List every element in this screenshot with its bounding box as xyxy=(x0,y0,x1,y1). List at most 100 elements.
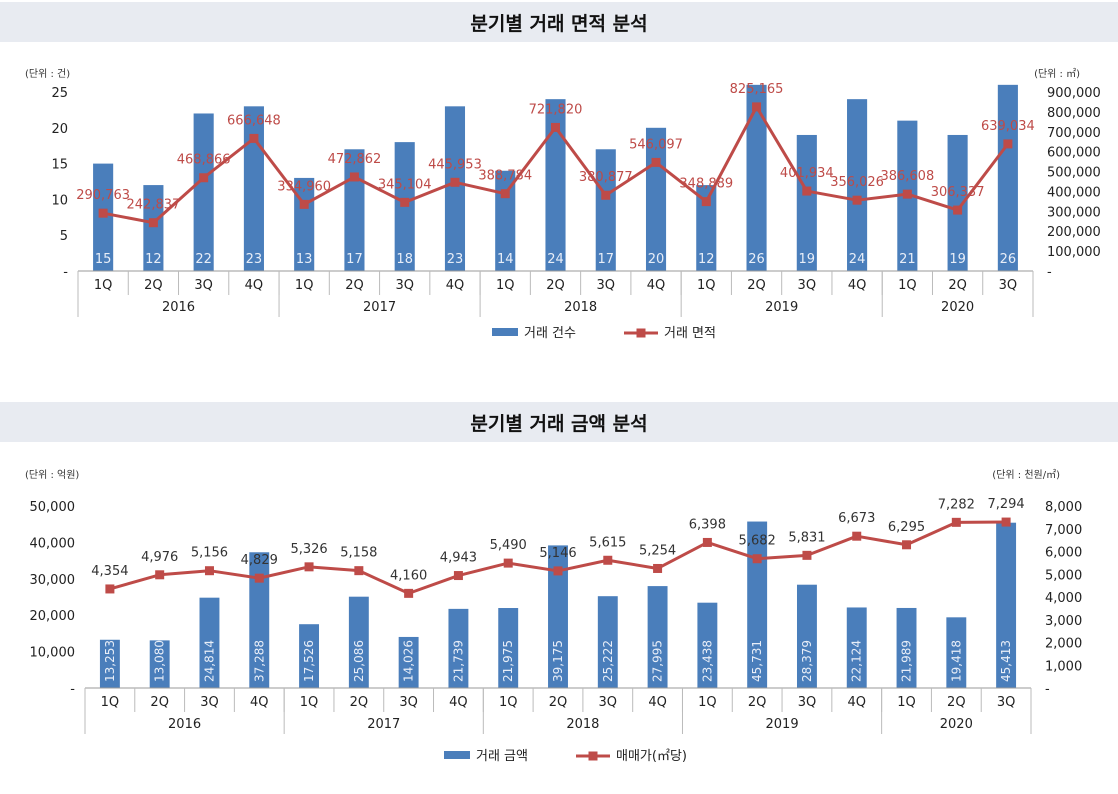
chart1-left-tick-label: - xyxy=(63,265,68,280)
chart1-bar-value-label: 24 xyxy=(547,252,564,267)
chart2-left-tick-label: 30,000 xyxy=(30,573,76,588)
chart1-bar-value-label: 12 xyxy=(698,252,715,267)
chart1-left-tick-label: 25 xyxy=(51,86,68,101)
chart1-line-value-label: 639,034 xyxy=(981,119,1035,134)
chart2-line-value-label: 4,976 xyxy=(141,550,178,565)
chart2-bar xyxy=(348,596,369,688)
chart2-bar xyxy=(597,596,618,688)
chart2-bar-value-label: 14,026 xyxy=(402,640,416,682)
chart2-line-value-label: 5,254 xyxy=(639,543,676,558)
chart2-line-value-label: 5,156 xyxy=(191,546,228,561)
chart2-quarter-tick-label: 4Q xyxy=(648,695,667,710)
chart1-line-marker xyxy=(249,133,259,143)
chart1-line-marker xyxy=(148,218,158,228)
chart2-quarter-tick-label: 4Q xyxy=(250,695,269,710)
chart1-legend-bar-swatch xyxy=(492,328,518,336)
chart2-year-label: 2018 xyxy=(566,717,599,732)
chart1-line-marker xyxy=(551,122,560,132)
chart2-year-label: 2017 xyxy=(367,717,400,732)
chart2-right-tick-label: 4,000 xyxy=(1045,591,1082,606)
chart2-bar xyxy=(946,617,967,688)
chart1-line-value-label: 334,960 xyxy=(277,179,331,194)
chart1-line-marker xyxy=(400,197,410,207)
chart1-right-tick-label: 400,000 xyxy=(1047,185,1101,200)
chart2-bar xyxy=(846,607,867,688)
chart1-right-unit-label: (단위 : ㎡) xyxy=(1034,67,1080,80)
chart2-line-value-label: 6,295 xyxy=(888,520,925,535)
chart1-right-tick-label: 900,000 xyxy=(1047,86,1101,101)
chart1-bar xyxy=(645,127,667,271)
chart2-bar-value-label: 23,438 xyxy=(700,640,714,682)
chart1-left-tick-label: 15 xyxy=(51,158,68,173)
chart2-bar xyxy=(498,608,519,688)
chart2-bar-value-label: 13,253 xyxy=(103,640,117,682)
chart1-quarter-tick-label: 1Q xyxy=(697,278,716,293)
chart2-bar xyxy=(896,607,917,688)
chart1-bar xyxy=(545,99,566,271)
chart1-quarter-tick-label: 3Q xyxy=(798,278,817,293)
chart2-quarter-tick-label: 1Q xyxy=(897,695,916,710)
chart2-line-value-label: 6,673 xyxy=(838,511,875,526)
chart2-quarter-tick-label: 2Q xyxy=(549,695,568,710)
chart1-quarter-tick-label: 2Q xyxy=(345,278,364,293)
chart2-quarter-tick-label: 3Q xyxy=(200,695,219,710)
chart1-legend-line-label: 거래 면적 xyxy=(664,326,716,341)
chart1-bar-value-label: 20 xyxy=(648,252,665,267)
chart1-bar-value-label: 15 xyxy=(95,252,112,267)
chart2-quarter-tick-label: 3Q xyxy=(798,695,817,710)
chart2-bar xyxy=(647,586,668,688)
chart1-bar xyxy=(997,84,1018,271)
chart1-bar-value-label: 19 xyxy=(799,252,816,267)
chart2-bar xyxy=(697,602,718,688)
chart2-legend-bar-label: 거래 금액 xyxy=(476,749,528,764)
chart2-line-marker xyxy=(752,554,762,564)
chart1-bar xyxy=(143,185,164,271)
chart2-bar xyxy=(149,640,170,688)
chart2-line-marker xyxy=(603,555,613,565)
chart1-quarter-tick-label: 2Q xyxy=(948,278,967,293)
chart2-bar xyxy=(548,545,568,688)
chart1-title: 분기별 거래 면적 분석 xyxy=(0,2,1118,42)
chart2-right-tick-label: 3,000 xyxy=(1045,614,1082,629)
chart2-quarter-tick-label: 2Q xyxy=(748,695,767,710)
chart2-quarter-tick-label: 4Q xyxy=(847,695,866,710)
chart1-quarter-tick-label: 2Q xyxy=(546,278,565,293)
chart2-left-tick-label: 20,000 xyxy=(30,609,76,624)
chart2-quarter-tick-label: 3Q xyxy=(599,695,618,710)
chart1-bar xyxy=(595,149,616,271)
chart2-line-value-label: 6,398 xyxy=(689,517,726,532)
chart1-bar-value-label: 26 xyxy=(1000,252,1017,267)
chart2-line-marker xyxy=(902,540,912,550)
chart2-right-tick-label: 1,000 xyxy=(1045,659,1082,674)
chart2-line-value-label: 4,160 xyxy=(390,568,427,583)
chart1-quarter-tick-label: 3Q xyxy=(999,278,1018,293)
chart1-area-chart: (단위 : 건) (단위 : ㎡) - 5 10 15 20 25 - 100,000 200,00… xyxy=(25,67,1101,341)
chart1-bar xyxy=(947,134,968,271)
chart2-line-marker xyxy=(852,531,862,541)
chart1-line-value-label: 472,862 xyxy=(328,152,382,167)
chart1-line-marker xyxy=(601,190,611,200)
chart1-bar xyxy=(444,106,466,271)
chart1-line-value-label: 290,763 xyxy=(76,188,130,203)
chart2-line-value-label: 5,615 xyxy=(589,535,626,550)
chart2-bar-value-label: 37,288 xyxy=(252,640,266,682)
chart1-line-value-label: 468,866 xyxy=(177,153,231,168)
chart2-line-value-label: 5,158 xyxy=(340,546,377,561)
chart1-quarter-tick-label: 2Q xyxy=(144,278,163,293)
chart2-right-tick-label: 6,000 xyxy=(1045,546,1082,561)
chart1-line-value-label: 380,877 xyxy=(579,170,633,185)
chart1-left-tick-label: 10 xyxy=(51,193,68,208)
chart1-line-marker xyxy=(1003,139,1013,149)
chart2-title: 분기별 거래 금액 분석 xyxy=(0,402,1118,442)
chart1-left-tick-label: 5 xyxy=(60,229,68,244)
chart2-line-marker xyxy=(553,566,563,576)
chart1-bar-value-label: 23 xyxy=(246,252,263,267)
chart2-line-value-label: 4,943 xyxy=(440,551,477,566)
chart1-year-label: 2018 xyxy=(564,300,597,315)
chart1-quarter-tick-label: 4Q xyxy=(848,278,867,293)
chart1-quarter-tick-label: 3Q xyxy=(194,278,213,293)
chart1-bar-value-label: 24 xyxy=(849,252,866,267)
chart2-bar xyxy=(747,521,768,688)
chart1-bar-value-label: 17 xyxy=(346,252,363,267)
chart2-line-value-label: 5,831 xyxy=(788,530,825,545)
